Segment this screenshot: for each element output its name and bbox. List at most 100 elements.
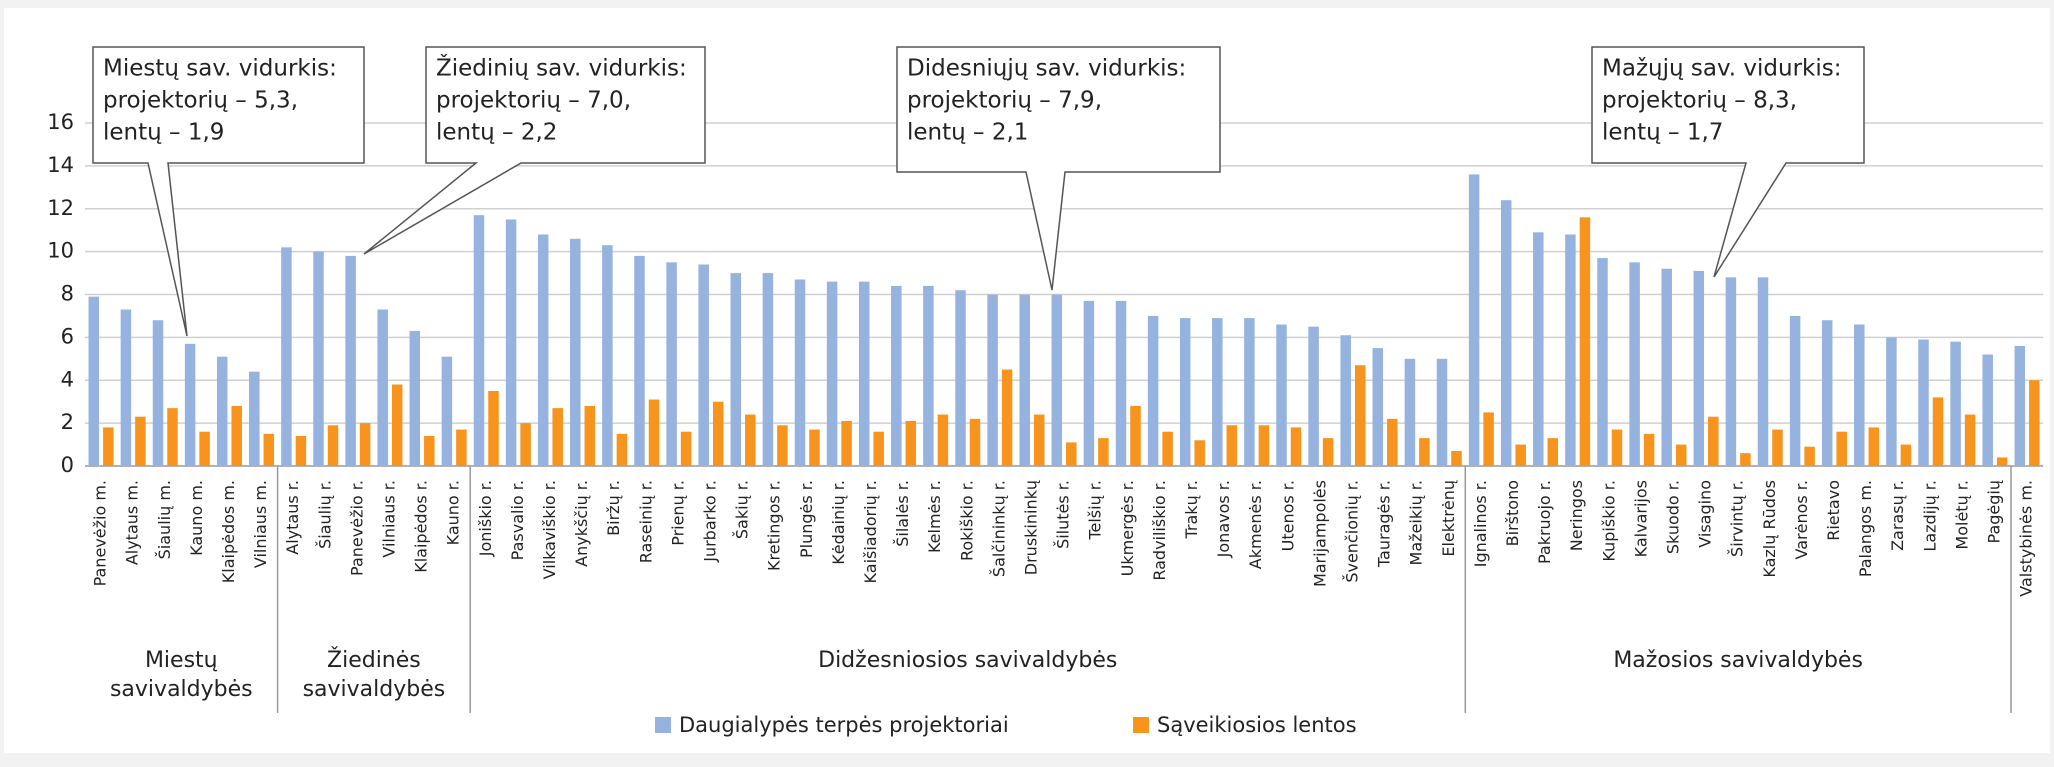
bar — [505, 219, 517, 466]
bar — [1886, 337, 1897, 466]
group-label: Žiedinės savivaldybės — [302, 648, 446, 702]
bar — [777, 425, 788, 466]
bar — [809, 429, 820, 466]
x-tick-label: Elektrėnų — [1439, 480, 1458, 557]
group-label: Miestų savivaldybės — [109, 648, 253, 702]
x-tick-label: Raseinių r. — [636, 480, 655, 563]
callout-text: Didesniųjų sav. vidurkis: — [907, 56, 1186, 82]
x-tick-label: Kauno m. — [187, 480, 206, 556]
bar — [103, 427, 114, 466]
bar — [263, 433, 275, 466]
bar — [184, 343, 196, 466]
bar — [1964, 414, 1976, 466]
bar — [2029, 380, 2040, 466]
bar — [1226, 425, 1238, 466]
bar — [570, 238, 581, 466]
x-tick-label: Trakų r. — [1182, 480, 1201, 540]
bar — [826, 281, 838, 466]
y-tick-label: 8 — [61, 282, 74, 306]
bar — [1725, 277, 1737, 466]
bar — [584, 405, 596, 466]
bar — [409, 330, 421, 466]
x-tick-label: Šiaulių m. — [155, 480, 174, 559]
bar — [841, 420, 852, 466]
x-tick-label: Varėnos r. — [1792, 480, 1811, 559]
callout-text: projektorių – 7,9, — [907, 88, 1102, 114]
x-tick-label: Radviliškio r. — [1150, 480, 1169, 581]
bar — [199, 431, 210, 466]
bar — [391, 384, 403, 466]
bar — [1611, 429, 1623, 466]
bar — [891, 285, 902, 466]
x-tick-label: Visagino — [1696, 480, 1715, 548]
bar — [1290, 427, 1302, 466]
x-tick-label: Anykščių r. — [572, 480, 591, 567]
bar — [873, 431, 884, 466]
x-tick-label: Panevėžio m. — [91, 480, 110, 586]
x-tick-label: Alytaus r. — [283, 480, 302, 555]
bar — [88, 296, 100, 466]
x-tick-label: Rietavo — [1824, 480, 1843, 541]
x-tick-label: Biržų r. — [604, 480, 623, 536]
callout-box — [92, 46, 365, 337]
bar — [1772, 429, 1783, 466]
group-label: Didžesniosios savivaldybės — [818, 648, 1118, 673]
bar — [1066, 442, 1077, 466]
callout-text: projektorių – 7,0, — [436, 88, 631, 114]
callout-text: lentų – 1,9 — [103, 120, 224, 146]
bar — [923, 285, 934, 466]
callout-text: lentų – 2,1 — [907, 120, 1028, 146]
bar — [1996, 457, 2008, 466]
bar — [1900, 444, 1912, 466]
legend-swatch — [655, 717, 671, 733]
bar — [905, 420, 917, 466]
bar — [377, 309, 388, 466]
callout-box — [896, 46, 1221, 291]
x-tick-label: Kaišiadorių r. — [861, 480, 880, 583]
bar — [345, 255, 356, 466]
bar — [249, 371, 260, 466]
x-tick-label: Jurbarko r. — [700, 480, 719, 563]
legend-swatch — [1133, 717, 1149, 733]
callout-box — [363, 46, 706, 255]
bar — [216, 356, 228, 466]
x-tick-label: Rokiškio r. — [957, 480, 976, 561]
x-tick-label: Alytaus m. — [123, 480, 142, 565]
x-tick-label: Kauno r. — [444, 480, 463, 545]
bar — [955, 290, 966, 466]
bar — [1147, 315, 1159, 466]
bar — [937, 414, 949, 466]
bar — [1404, 358, 1416, 466]
x-tick-label: Šiaulių r. — [315, 480, 334, 549]
x-tick-label: Prienų r. — [668, 480, 687, 546]
x-tick-label: Vilniaus m. — [251, 480, 270, 568]
bar — [648, 399, 660, 466]
bar — [1950, 341, 1961, 466]
bar — [1740, 453, 1751, 466]
chart: 0 2 4 6 8 10 12 14 16 Panevėžio m. Alytaus m. Šiaul… — [47, 46, 2044, 737]
bar — [313, 251, 324, 466]
x-tick-label: Skuodo r. — [1663, 480, 1682, 554]
bar — [1308, 326, 1319, 466]
bar — [1098, 438, 1109, 466]
bar — [1708, 416, 1719, 466]
bar — [1982, 354, 1993, 466]
bar — [1547, 438, 1559, 466]
x-tick-label: Kupiškio r. — [1599, 480, 1618, 562]
bar — [1868, 427, 1880, 466]
x-tick-label: Lazdijų r. — [1920, 480, 1939, 552]
x-tick-label: Klaipėdos r. — [412, 480, 431, 573]
x-tick-label: Birštono — [1503, 480, 1522, 546]
bar — [1515, 444, 1526, 466]
bar — [762, 273, 774, 466]
bar — [552, 408, 563, 466]
y-tick-label: 12 — [47, 196, 74, 220]
callout-text: lentų – 2,2 — [436, 120, 557, 146]
y-tick-label: 14 — [47, 153, 74, 177]
bar — [473, 215, 485, 466]
bar — [1804, 446, 1815, 466]
bar — [666, 262, 677, 466]
y-tick-label: 0 — [61, 453, 74, 477]
bar — [1854, 324, 1865, 466]
bar — [1693, 270, 1705, 466]
